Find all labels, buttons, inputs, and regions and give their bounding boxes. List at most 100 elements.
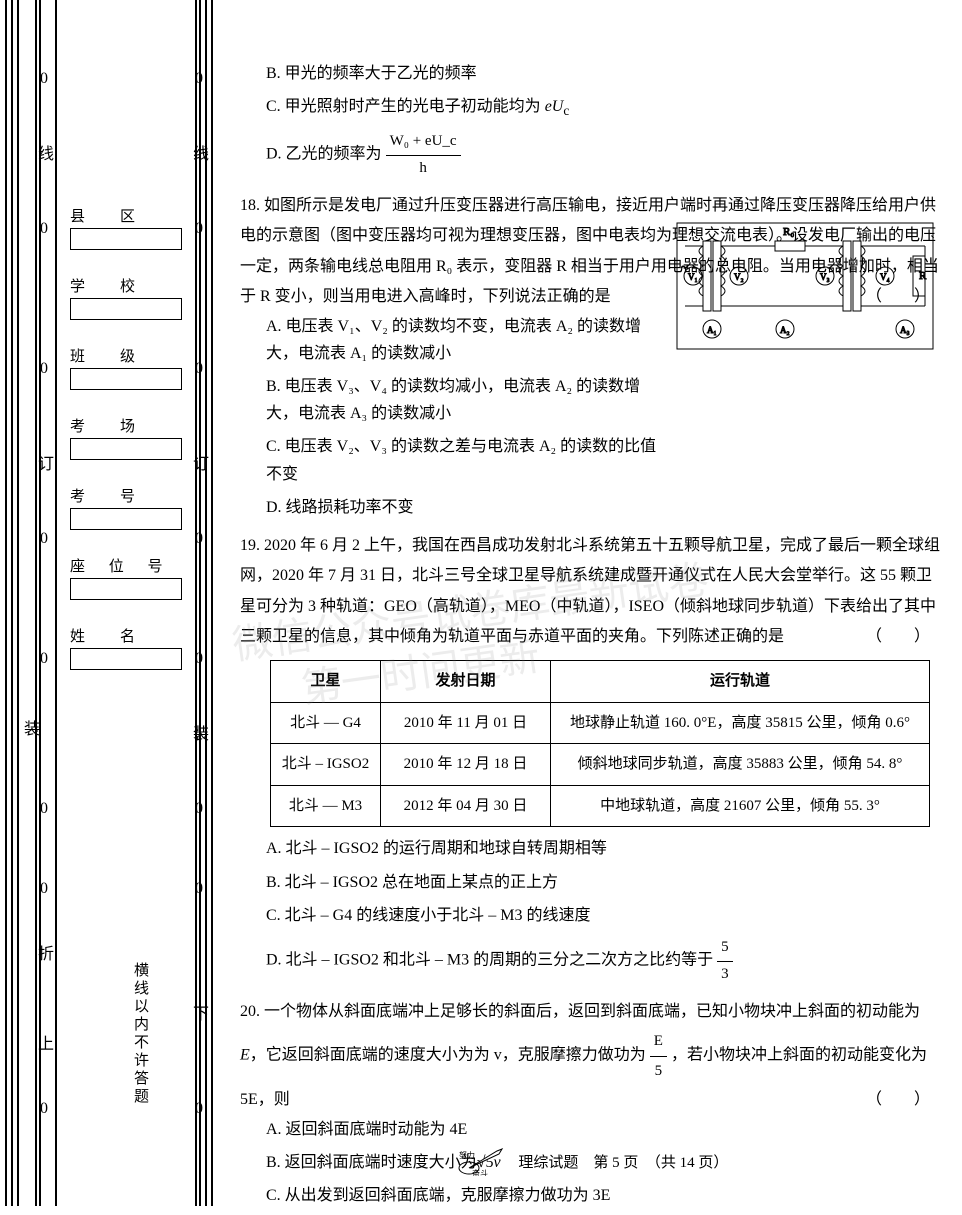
frac-num: 5 (717, 935, 733, 962)
input-class[interactable] (70, 368, 182, 390)
spine-char: 折 (38, 940, 54, 964)
svg-text:A₃: A₃ (900, 325, 910, 335)
spine-zero: 0 (40, 880, 48, 898)
q17d-prefix: D. 乙光的频率为 (266, 146, 382, 163)
svg-text:奋斗: 奋斗 (472, 1168, 488, 1176)
label-room: 考 场 (70, 415, 190, 436)
label-school: 学 校 (70, 275, 190, 296)
question-19: 19. 2020 年 6 月 2 上午，我国在西昌成功发射北斗系统第五十五颗导航… (240, 531, 945, 987)
input-seat[interactable] (70, 578, 182, 600)
table-cell: 北斗 — G4 (271, 702, 381, 744)
table-cell: 2012 年 04 月 30 日 (381, 785, 551, 827)
q20-number: 20. (240, 1003, 260, 1020)
col2-zero: 0 (195, 650, 203, 668)
spine-char: 装 (17, 720, 41, 736)
table-row: 北斗 — G42010 年 11 月 01 日地球静止轨道 160. 0°E，高… (271, 702, 930, 744)
input-county[interactable] (70, 228, 182, 250)
q17-option-c: C. 甲光照射时产生的光电子初动能均为 eUc (266, 93, 945, 123)
q20-fraction: E 5 (650, 1027, 667, 1085)
label-county: 县 区 (70, 205, 190, 226)
no-answer-warning: 横线以内不许答题 (130, 962, 151, 1106)
q19-opt-a: A. 北斗 – IGSO2 的运行周期和地球自转周期相等 (266, 835, 945, 862)
table-row: 北斗 – IGSO22010 年 12 月 18 日倾斜地球同步轨道，高度 35… (271, 744, 930, 786)
q17d-fraction: W₀ + eU_c h (386, 129, 461, 181)
frac-num: W₀ + eU_c (386, 129, 461, 156)
svg-text:R: R (919, 270, 927, 282)
input-school[interactable] (70, 298, 182, 320)
spine-zero: 0 (40, 220, 48, 238)
spine-char: 线 (38, 140, 54, 164)
col2-zero: 0 (195, 530, 203, 548)
page-footer: 努力 奋斗 理综试题 第 5 页 （共 14 页） (240, 1146, 945, 1181)
spine-zero: 0 (40, 360, 48, 378)
svg-text:V₁: V₁ (688, 272, 698, 282)
pen-icon: 努力 奋斗 (457, 1146, 507, 1181)
input-room[interactable] (70, 438, 182, 460)
table-cell: 中地球轨道，高度 21607 公里，倾角 55. 3° (551, 785, 930, 827)
svg-text:V₃: V₃ (820, 272, 830, 282)
frac-den: h (386, 156, 461, 182)
spine-zero: 0 (40, 530, 48, 548)
table-cell: 2010 年 12 月 18 日 (381, 744, 551, 786)
input-examno[interactable] (70, 508, 182, 530)
input-name[interactable] (70, 648, 182, 670)
q18-opt-b: B. 电压表 V₃、V₄ 的读数均减小，电流表 A₂ 的读数增大，电流表 A₃ … (266, 373, 670, 427)
table-cell: 2010 年 11 月 01 日 (381, 702, 551, 744)
q17-option-b: B. 甲光的频率大于乙光的频率 (266, 60, 945, 87)
svg-text:A₂: A₂ (780, 325, 790, 335)
col2-char: 线 (193, 140, 209, 164)
circuit-diagram: R₀ R V₁ V₂ V₃ V₄ A₁ A₂ A₃ ~ (675, 221, 935, 351)
q17c-prefix: C. 甲光照射时产生的光电子初动能均为 (266, 98, 545, 115)
label-name: 姓 名 (70, 625, 190, 646)
student-info: 县 区 学 校 班 级 考 场 考 号 座 位 号 姓 名 (70, 180, 190, 670)
svg-text:努力: 努力 (459, 1150, 475, 1160)
q18-opt-a: A. 电压表 V₁、V₂ 的读数均不变，电流表 A₂ 的读数增大，电流表 A₁ … (266, 313, 670, 367)
q19-number: 19. (240, 537, 260, 554)
label-class: 班 级 (70, 345, 190, 366)
th-sat: 卫星 (271, 661, 381, 703)
q18-opt-c: C. 电压表 V₂、V₃ 的读数之差与电流表 A₂ 的读数的比值不变 (266, 433, 670, 487)
answer-paren: （ ） (866, 622, 930, 652)
q17c-var: eU (545, 98, 564, 115)
vertical-rules-left (5, 0, 65, 1206)
answer-paren: （ ） (866, 1085, 930, 1115)
q17-option-d: D. 乙光的频率为 W₀ + eU_c h (266, 129, 945, 181)
col2-zero: 0 (195, 360, 203, 378)
q20-E: E (240, 1047, 250, 1064)
col2-char: 装 (193, 720, 209, 744)
binding-margin: 0 线 0 0 订 0 0 装 0 折 0 上 0 0 线 0 0 订 0 0 … (0, 0, 230, 1206)
label-seat: 座 位 号 (70, 555, 190, 576)
q19d-prefix: D. 北斗 – IGSO2 和北斗 – M3 的周期的三分之二次方之比约等于 (266, 952, 713, 969)
q19-stem: 2020 年 6 月 2 上午，我国在西昌成功发射北斗系统第五十五颗导航卫星，完… (240, 537, 940, 645)
spine-zero: 0 (40, 800, 48, 818)
frac-num: E (650, 1027, 667, 1057)
col2-zero: 0 (195, 1100, 203, 1118)
q19-opt-b: B. 北斗 – IGSO2 总在地面上某点的正上方 (266, 869, 945, 896)
spine-char: 订 (38, 450, 54, 474)
frac-den: 5 (650, 1057, 667, 1086)
table-cell: 北斗 — M3 (271, 785, 381, 827)
svg-text:~: ~ (681, 259, 688, 274)
spine-zero: 0 (40, 650, 48, 668)
main-content: B. 甲光的频率大于乙光的频率 C. 甲光照射时产生的光电子初动能均为 eUc … (240, 60, 945, 1215)
q17c-sub: c (563, 103, 569, 118)
q20-stem-1: 一个物体从斜面底端冲上足够长的斜面后，返回到斜面底端，已知小物块冲上斜面的初动能… (264, 1003, 920, 1020)
col2-zero: 0 (195, 220, 203, 238)
svg-text:R₀: R₀ (783, 226, 794, 238)
question-18: 18. 如图所示是发电厂通过升压变压器进行高压输电，接近用户端时再通过降压变压器… (240, 191, 945, 521)
q19d-fraction: 5 3 (717, 935, 733, 987)
col2-zero: 0 (195, 880, 203, 898)
col2-char: 订 (193, 450, 209, 474)
q18-number: 18. (240, 197, 260, 214)
th-date: 发射日期 (381, 661, 551, 703)
label-examno: 考 号 (70, 485, 190, 506)
footer-text: 理综试题 第 5 页 （共 14 页） (518, 1155, 728, 1171)
q19-opt-c: C. 北斗 – G4 的线速度小于北斗 – M3 的线速度 (266, 902, 945, 929)
table-cell: 地球静止轨道 160. 0°E，高度 35815 公里，倾角 0.6° (551, 702, 930, 744)
frac-den: 3 (717, 962, 733, 988)
svg-text:A₁: A₁ (707, 325, 717, 335)
col2-zero: 0 (195, 70, 203, 88)
svg-text:V₄: V₄ (880, 272, 890, 282)
th-orbit: 运行轨道 (551, 661, 930, 703)
svg-text:V₂: V₂ (734, 272, 744, 282)
